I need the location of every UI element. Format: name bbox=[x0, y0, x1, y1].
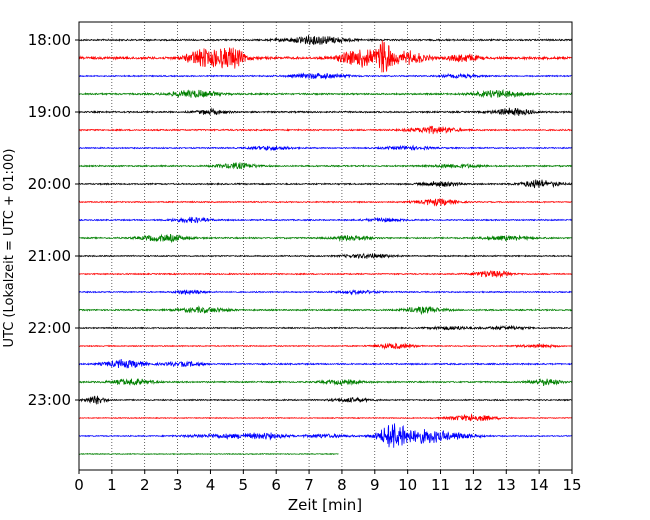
trace-2215 bbox=[78, 342, 572, 350]
trace-2100 bbox=[78, 252, 572, 259]
x-tick-label: 1 bbox=[107, 476, 117, 494]
trace-1900 bbox=[78, 107, 572, 116]
trace-2300 bbox=[78, 395, 572, 405]
y-tick-label: 23:00 bbox=[28, 391, 71, 409]
trace-2115 bbox=[78, 270, 572, 279]
trace-1915 bbox=[78, 125, 572, 135]
trace-1845 bbox=[78, 88, 572, 99]
trace-1945 bbox=[78, 162, 572, 170]
x-tick-label: 9 bbox=[370, 476, 380, 494]
trace-1930 bbox=[78, 144, 572, 152]
x-axis-label: Zeit [min] bbox=[288, 496, 362, 514]
y-axis-ticks: 18:00 19:00 20:00 21:00 22:00 23:00 bbox=[28, 31, 79, 409]
x-tick-label: 5 bbox=[239, 476, 249, 494]
x-tick-label: 3 bbox=[173, 476, 183, 494]
y-tick-label: 20:00 bbox=[28, 175, 71, 193]
x-tick-label: 12 bbox=[464, 476, 483, 494]
x-tick-label: 7 bbox=[304, 476, 314, 494]
trace-2130 bbox=[78, 289, 572, 296]
trace-2200 bbox=[78, 324, 572, 331]
x-tick-label: 10 bbox=[398, 476, 417, 494]
y-tick-label: 22:00 bbox=[28, 319, 71, 337]
y-axis-label: UTC (Lokalzeit = UTC + 01:00) bbox=[2, 149, 17, 348]
x-tick-label: 2 bbox=[140, 476, 150, 494]
plot-frame bbox=[78, 21, 573, 471]
seismic-traces bbox=[78, 35, 572, 456]
vertical-grid bbox=[111, 22, 540, 470]
x-tick-label: 0 bbox=[74, 476, 84, 494]
trace-2015 bbox=[78, 198, 572, 207]
trace-1830 bbox=[78, 72, 572, 80]
x-tick-label: 4 bbox=[206, 476, 216, 494]
y-tick-label: 21:00 bbox=[28, 247, 71, 265]
trace-2000 bbox=[78, 179, 572, 189]
trace-2030 bbox=[78, 216, 572, 224]
x-tick-label: 15 bbox=[562, 476, 581, 494]
trace-1815 bbox=[78, 40, 572, 73]
x-tick-label: 11 bbox=[431, 476, 450, 494]
x-tick-label: 6 bbox=[271, 476, 281, 494]
trace-2045 bbox=[78, 233, 572, 244]
trace-2345 bbox=[78, 452, 339, 456]
trace-2145 bbox=[78, 305, 572, 316]
trace-2330 bbox=[78, 423, 572, 448]
x-tick-label: 14 bbox=[530, 476, 549, 494]
trace-2315 bbox=[78, 413, 572, 422]
x-tick-label: 13 bbox=[497, 476, 516, 494]
x-tick-label: 8 bbox=[337, 476, 347, 494]
trace-2245 bbox=[78, 378, 572, 387]
x-axis-ticks: 0 1 2 3 4 5 6 7 8 9 10 11 12 13 14 15 bbox=[74, 470, 582, 494]
trace-1800 bbox=[78, 35, 572, 46]
y-tick-label: 19:00 bbox=[28, 103, 71, 121]
y-tick-label: 18:00 bbox=[28, 31, 71, 49]
trace-2230 bbox=[78, 359, 572, 369]
